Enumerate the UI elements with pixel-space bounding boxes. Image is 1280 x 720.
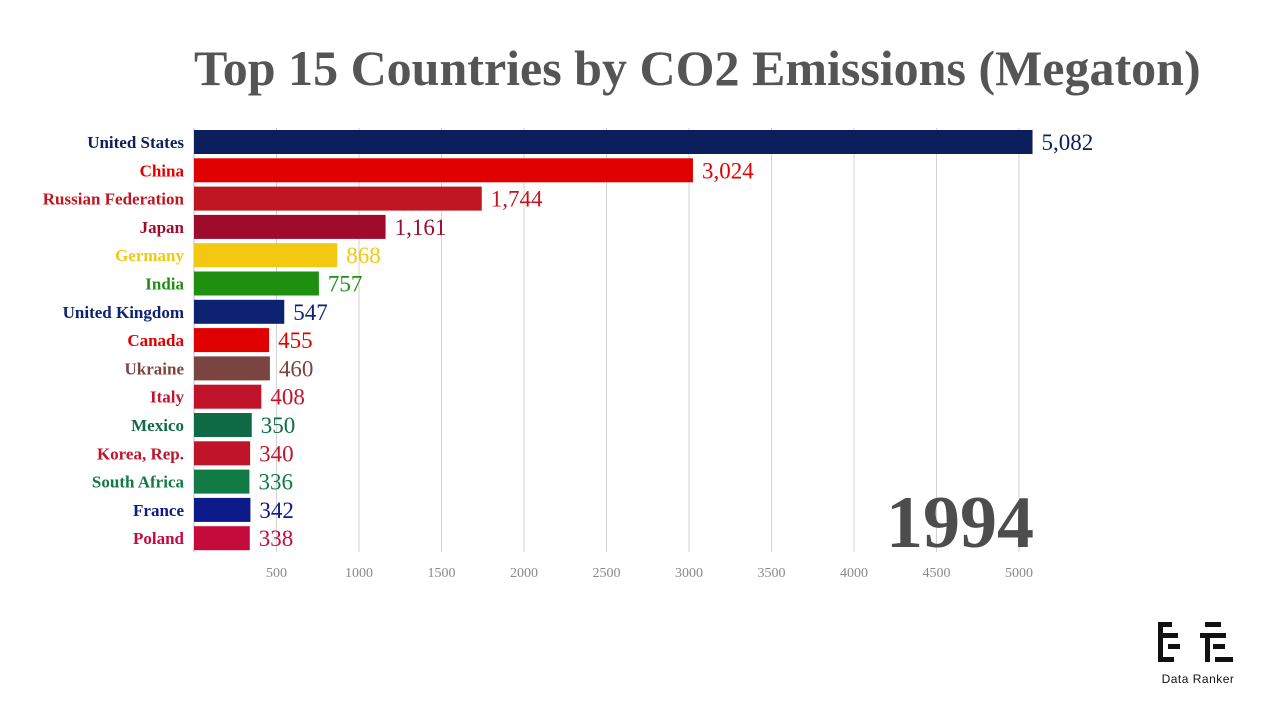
bar: [194, 441, 251, 466]
category-label: Italy: [150, 388, 185, 407]
value-label: 1,161: [395, 215, 447, 240]
x-tick-label: 4000: [840, 566, 868, 581]
data-ranker-logo: Data Ranker: [1150, 620, 1246, 690]
value-label: 455: [278, 328, 313, 353]
bar: [194, 497, 251, 522]
value-label: 336: [258, 470, 293, 495]
x-tick-label: 3500: [758, 566, 786, 581]
value-label: 547: [293, 300, 328, 325]
category-label: United States: [87, 133, 184, 152]
category-label: Japan: [140, 218, 185, 237]
category-label: Mexico: [131, 416, 184, 435]
category-label: South Africa: [92, 473, 185, 492]
bar: [194, 271, 319, 296]
value-label: 408: [270, 385, 305, 410]
x-tick-label: 2500: [593, 566, 621, 581]
bar: [194, 158, 693, 183]
bar: [194, 186, 482, 211]
x-tick-label: 5000: [1005, 566, 1033, 581]
value-label: 338: [259, 526, 294, 551]
category-label: Ukraine: [125, 359, 185, 378]
bar: [194, 384, 262, 409]
value-label: 1,744: [491, 187, 543, 212]
bar: [194, 356, 270, 381]
value-label: 757: [328, 272, 363, 297]
bar: [194, 243, 338, 268]
value-label: 868: [346, 243, 381, 268]
category-label: India: [145, 275, 184, 294]
value-label: 342: [259, 498, 294, 523]
bar: [194, 526, 250, 551]
bar: [194, 299, 285, 324]
value-label: 460: [279, 356, 314, 381]
category-label: Russian Federation: [43, 190, 185, 209]
x-tick-label: 2000: [510, 566, 538, 581]
value-label: 340: [259, 441, 294, 466]
bar: [194, 214, 386, 239]
bar: [194, 469, 250, 494]
bar: [194, 328, 270, 353]
category-label: Korea, Rep.: [97, 444, 184, 463]
year-label: 1994: [886, 482, 1034, 564]
category-label: Canada: [127, 331, 184, 350]
bar: [194, 130, 1033, 154]
data-ranker-logo-icon: [1158, 622, 1233, 662]
category-label: United Kingdom: [63, 303, 184, 322]
category-label: China: [140, 161, 185, 180]
x-tick-label: 1000: [345, 566, 373, 581]
x-tick-label: 4500: [923, 566, 951, 581]
bar: [194, 413, 252, 437]
chart-title: Top 15 Countries by CO2 Emissions (Megat…: [194, 40, 1201, 96]
category-label: Poland: [133, 529, 185, 548]
value-label: 3,024: [702, 158, 754, 183]
category-label: France: [133, 501, 184, 520]
x-tick-label: 1500: [428, 566, 456, 581]
category-label: Germany: [115, 246, 184, 265]
brand-name: Data Ranker: [1161, 672, 1235, 686]
value-label: 350: [261, 413, 296, 438]
x-tick-label: 3000: [675, 566, 703, 581]
x-tick-label: 500: [266, 566, 287, 581]
value-label: 5,082: [1042, 130, 1094, 155]
